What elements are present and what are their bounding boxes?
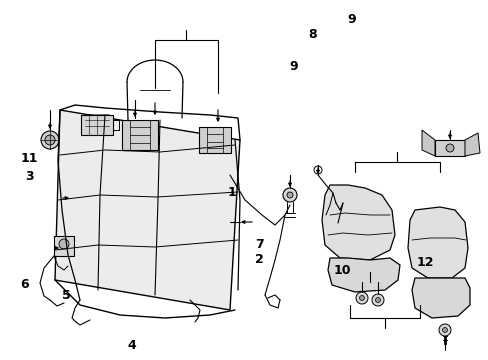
- Text: 7: 7: [254, 238, 263, 251]
- Circle shape: [359, 296, 364, 301]
- Text: 9: 9: [288, 60, 297, 73]
- Polygon shape: [81, 115, 113, 135]
- Text: 12: 12: [416, 256, 433, 269]
- Polygon shape: [327, 258, 399, 292]
- Text: 1: 1: [227, 186, 236, 199]
- Circle shape: [283, 188, 296, 202]
- Circle shape: [438, 324, 450, 336]
- Circle shape: [445, 144, 453, 152]
- Polygon shape: [464, 133, 479, 156]
- Circle shape: [371, 294, 383, 306]
- Text: 4: 4: [127, 339, 136, 352]
- Polygon shape: [321, 185, 394, 260]
- Polygon shape: [407, 207, 467, 278]
- Text: 6: 6: [20, 278, 29, 291]
- Circle shape: [442, 328, 447, 333]
- Polygon shape: [55, 110, 240, 310]
- Polygon shape: [411, 278, 469, 318]
- Circle shape: [355, 292, 367, 304]
- Circle shape: [59, 239, 69, 249]
- Text: 5: 5: [61, 289, 70, 302]
- Circle shape: [375, 297, 380, 302]
- Text: 10: 10: [333, 264, 350, 276]
- Polygon shape: [199, 127, 230, 153]
- Circle shape: [45, 135, 55, 145]
- Text: 3: 3: [25, 170, 34, 183]
- Circle shape: [41, 131, 59, 149]
- Text: 8: 8: [308, 28, 317, 41]
- Circle shape: [286, 192, 292, 198]
- Polygon shape: [421, 130, 434, 156]
- Polygon shape: [54, 236, 74, 256]
- Polygon shape: [122, 120, 158, 150]
- Polygon shape: [434, 140, 464, 156]
- Text: 9: 9: [347, 13, 356, 26]
- Text: 2: 2: [254, 253, 263, 266]
- Text: 11: 11: [20, 152, 38, 165]
